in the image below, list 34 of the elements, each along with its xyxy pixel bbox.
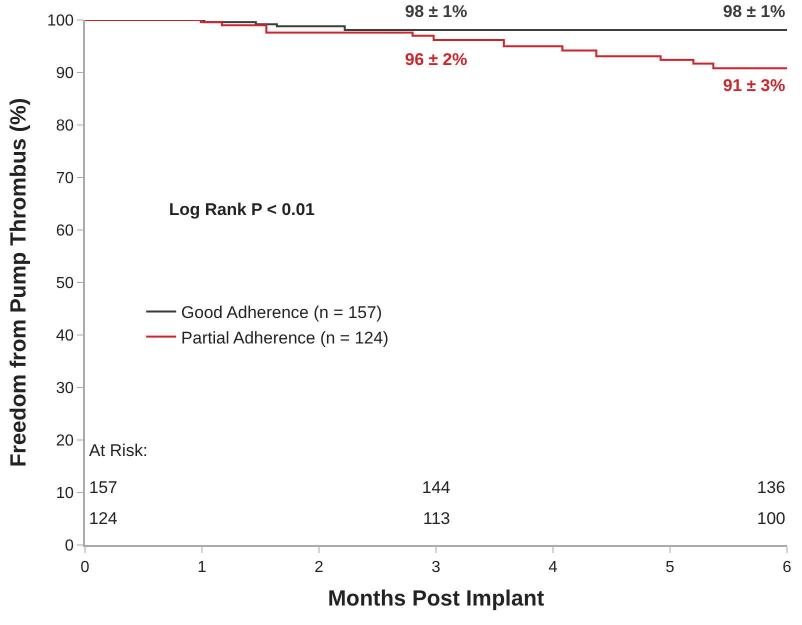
y-tick-label: 30	[56, 380, 74, 398]
y-tick-label: 0	[64, 538, 74, 555]
annotation: 113	[423, 509, 450, 528]
legend-label: Good Adherence (n = 157)	[181, 303, 382, 322]
y-tick-label: 50	[56, 275, 74, 292]
x-tick-label: 4	[548, 559, 558, 576]
y-tick-label: 60	[56, 222, 74, 240]
y-tick-label: 90	[56, 65, 74, 82]
legend-label: Partial Adherence (n = 124)	[181, 328, 389, 348]
x-tick-label: 6	[782, 559, 792, 576]
y-tick-label: 100	[47, 12, 74, 30]
x-tick-label: 0	[80, 559, 90, 576]
x-axis-title: Months Post Implant	[328, 586, 545, 611]
annotation: 124	[89, 509, 118, 528]
annotation: At Risk:	[89, 441, 148, 460]
y-tick-label: 10	[56, 485, 74, 502]
annotation: Log Rank P < 0.01	[169, 200, 315, 219]
annotation: 91 ± 3%	[723, 76, 786, 95]
y-tick-label: 70	[56, 170, 74, 188]
x-tick-label: 1	[198, 559, 207, 576]
x-tick-label: 3	[432, 559, 441, 576]
annotation: 157	[89, 478, 118, 497]
y-tick-label: 20	[56, 432, 74, 450]
x-tick-label: 2	[314, 559, 324, 576]
annotation: 100	[757, 509, 786, 528]
y-axis-title: Freedom from Pump Thrombus (%)	[5, 98, 30, 468]
annotation: 144	[422, 478, 450, 497]
annotation: 98 ± 1%	[405, 2, 468, 21]
annotation: 96 ± 2%	[405, 50, 468, 69]
annotation: 136	[757, 478, 786, 497]
x-tick-label: 5	[666, 559, 675, 576]
y-tick-label: 40	[56, 328, 74, 345]
y-tick-label: 80	[56, 118, 74, 135]
annotation: 98 ± 1%	[723, 2, 786, 21]
